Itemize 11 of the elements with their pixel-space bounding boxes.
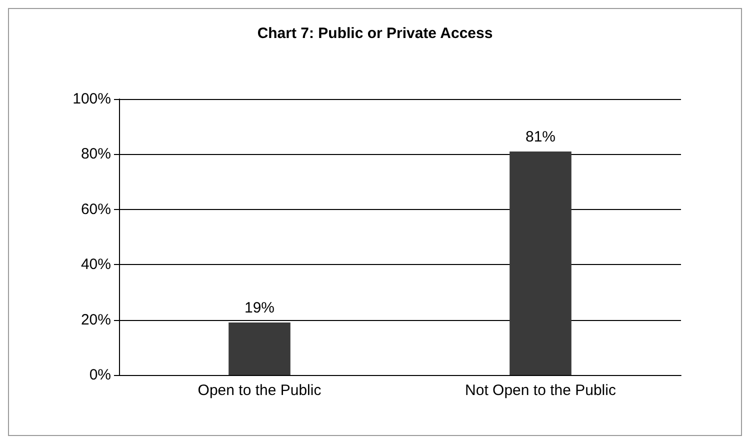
x-tick-label: Open to the Public xyxy=(198,382,322,399)
y-tick-label: 100% xyxy=(72,90,111,108)
y-tick-label: 80% xyxy=(80,146,111,163)
data-label: 81% xyxy=(525,128,556,146)
y-tick-label: 60% xyxy=(80,200,111,218)
y-tick-label: 40% xyxy=(80,256,111,274)
y-tick-label: 0% xyxy=(89,366,111,384)
y-tick-label: 20% xyxy=(80,311,111,328)
chart-title: Chart 7: Public or Private Access xyxy=(257,25,493,42)
data-label: 19% xyxy=(244,300,275,317)
x-tick-label: Not Open to the Public xyxy=(465,382,616,399)
